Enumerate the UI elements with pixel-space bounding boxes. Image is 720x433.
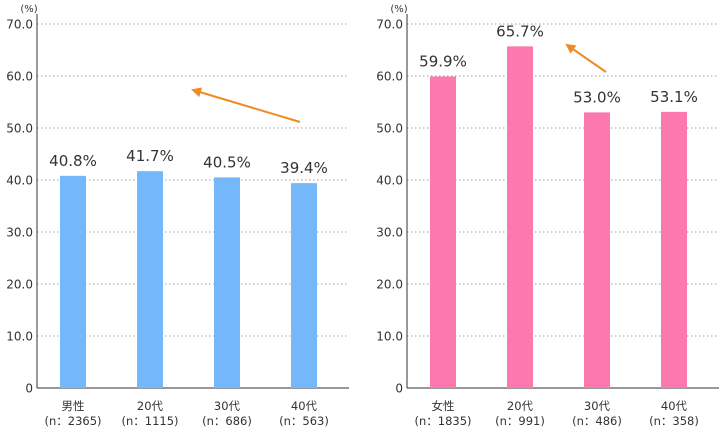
x-tick-label: 女性 — [432, 399, 455, 413]
y-tick-label: 40.0 — [6, 174, 33, 188]
x-tick-label: 20代 — [507, 399, 534, 413]
x-tick-label: 30代 — [214, 399, 241, 413]
data-label: 53.1% — [650, 88, 698, 106]
bar — [137, 171, 163, 388]
data-label: 40.5% — [203, 153, 251, 171]
x-tick-label: 40代 — [661, 399, 688, 413]
y-tick-label: 10.0 — [376, 330, 403, 344]
y-tick-label: 30.0 — [6, 226, 33, 240]
y-tick-label: 0 — [395, 382, 403, 396]
data-label: 65.7% — [496, 22, 544, 40]
x-tick-label: 40代 — [291, 399, 318, 413]
data-label: 39.4% — [280, 159, 328, 177]
y-tick-label: 50.0 — [376, 122, 403, 136]
y-tick-label: 0 — [25, 382, 33, 396]
y-tick-label: 70.0 — [376, 18, 403, 32]
y-tick-label: 60.0 — [6, 70, 33, 84]
bar — [60, 175, 86, 388]
x-tick-sample-size: (n：486) — [572, 414, 622, 428]
y-tick-label: 50.0 — [6, 122, 33, 136]
bar — [507, 46, 533, 389]
data-label: 40.8% — [49, 152, 97, 170]
data-label: 53.0% — [573, 88, 621, 106]
y-tick-label: 70.0 — [6, 18, 33, 32]
trend-arrow — [565, 43, 607, 73]
x-tick-sample-size: (n：563) — [279, 414, 329, 428]
y-axis-unit-label: (%) — [20, 4, 37, 15]
x-tick-label: 30代 — [584, 399, 611, 413]
x-tick-sample-size: (n：2365) — [44, 414, 101, 428]
y-tick-label: 60.0 — [376, 70, 403, 84]
x-tick-label: 20代 — [137, 399, 164, 413]
x-tick-sample-size: (n：1115) — [121, 414, 178, 428]
chart-panel-1: 010.020.030.040.050.060.070.0(%)40.8%男性(… — [6, 4, 349, 428]
y-tick-label: 20.0 — [376, 278, 403, 292]
y-tick-label: 30.0 — [376, 226, 403, 240]
y-axis-unit-label: (%) — [390, 4, 407, 15]
data-label: 59.9% — [419, 53, 467, 71]
bar — [661, 111, 687, 388]
y-tick-label: 20.0 — [6, 278, 33, 292]
data-label: 41.7% — [126, 147, 174, 165]
x-tick-sample-size: (n：991) — [495, 414, 545, 428]
y-tick-label: 10.0 — [6, 330, 33, 344]
x-tick-label: 男性 — [62, 399, 85, 413]
x-tick-sample-size: (n：686) — [202, 414, 252, 428]
bar — [584, 112, 610, 389]
bar — [430, 76, 456, 389]
trend-arrow — [191, 87, 301, 123]
y-tick-label: 40.0 — [376, 174, 403, 188]
x-tick-sample-size: (n：1835) — [414, 414, 471, 428]
bar — [214, 177, 240, 388]
bar — [291, 183, 317, 388]
chart-panel-2: 010.020.030.040.050.060.070.0(%)59.9%女性(… — [376, 4, 719, 428]
x-tick-sample-size: (n：358) — [649, 414, 699, 428]
